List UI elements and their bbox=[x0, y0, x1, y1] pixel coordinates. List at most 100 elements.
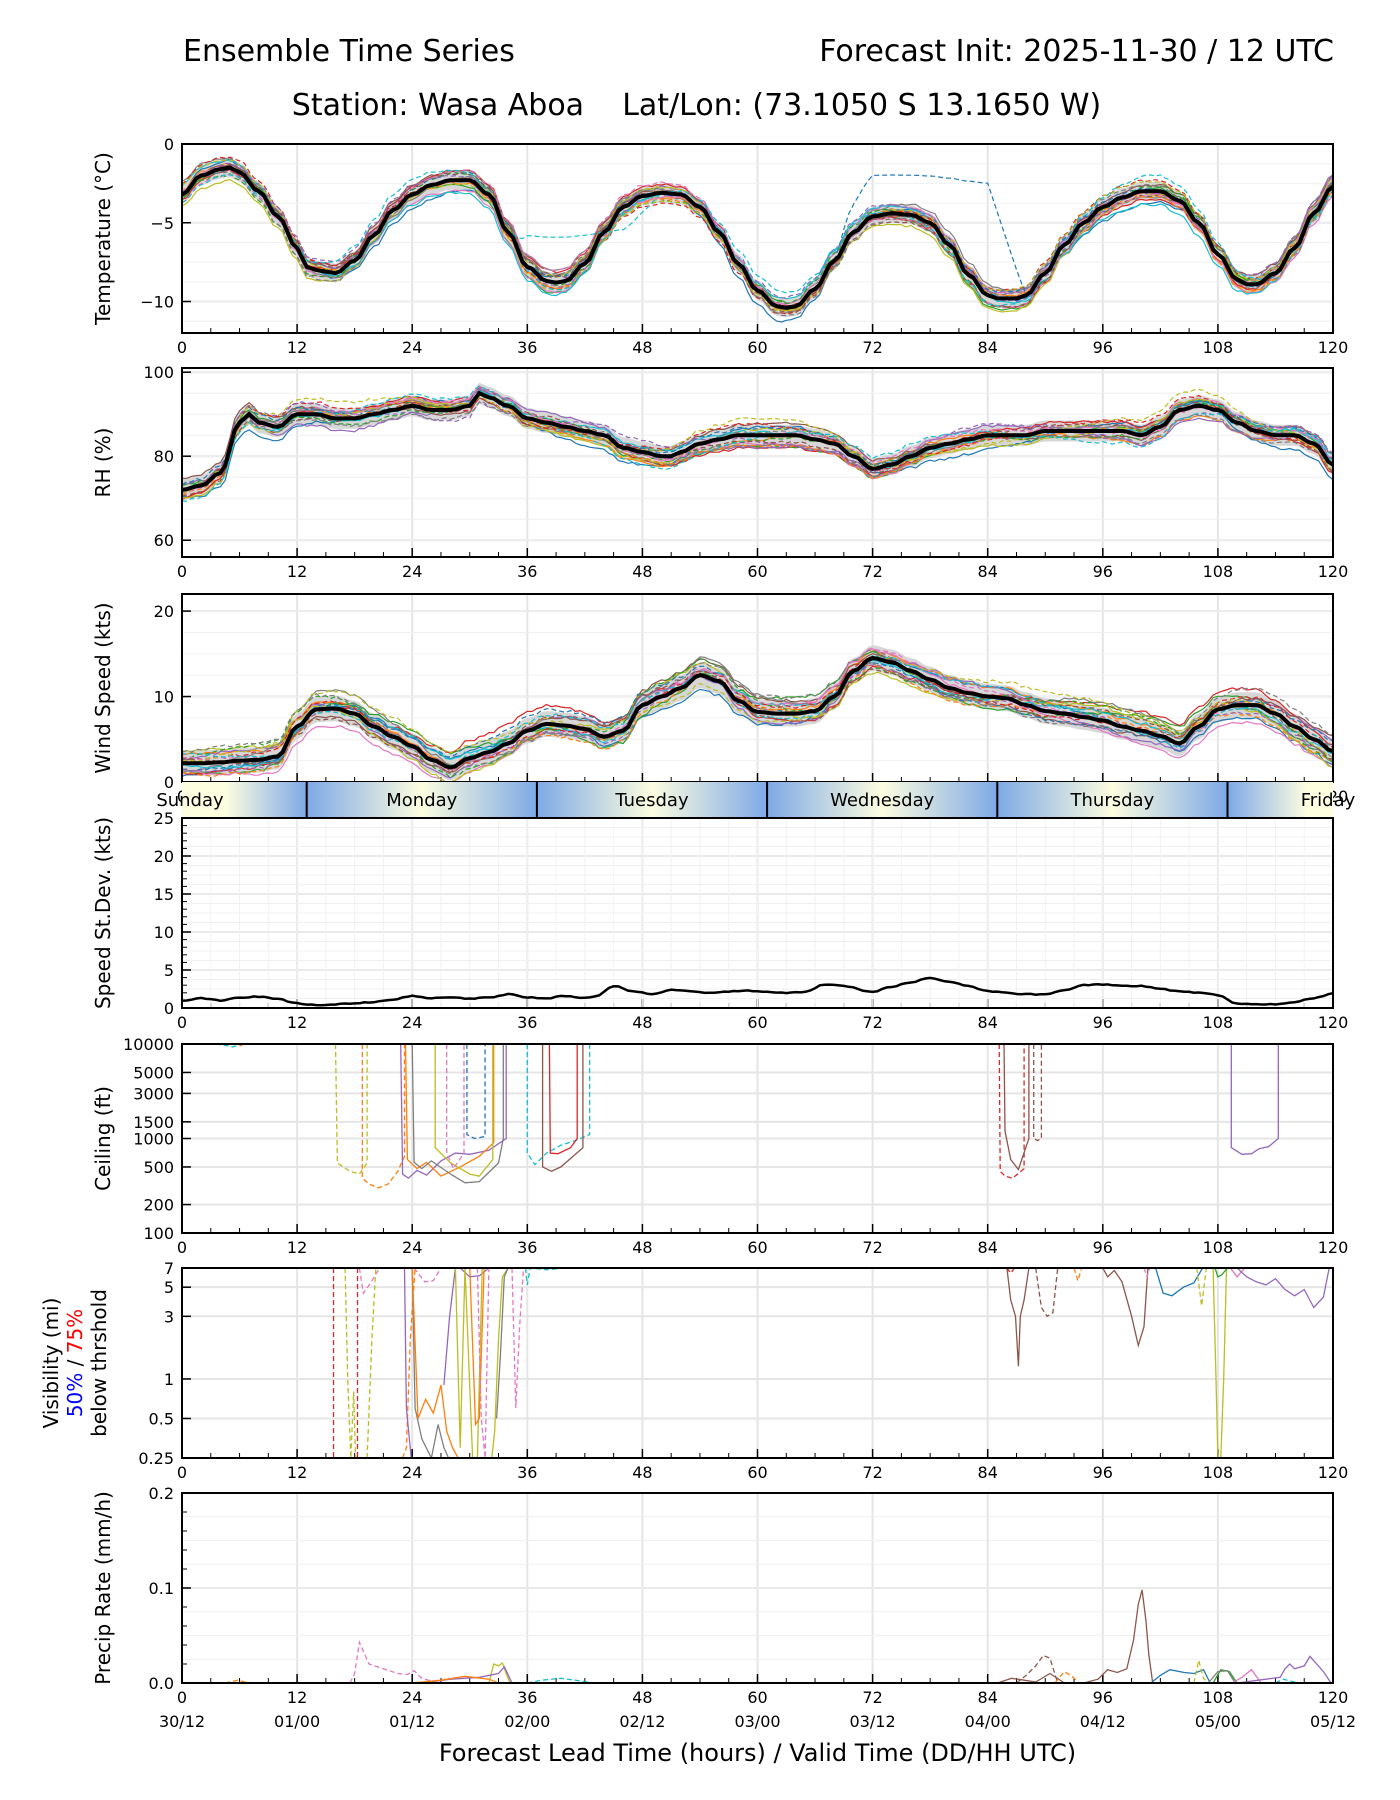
visibility-panel: 0 12 24 36 48 60 72 84 96 108 120 0.25 0.5 1 3 57 Visibi… bbox=[39, 1259, 1348, 1482]
day-label: Wednesday bbox=[830, 790, 935, 811]
ceiling-axes-frame bbox=[181, 1043, 1334, 1234]
member-event-line bbox=[1214, 1268, 1228, 1278]
x-tick-sublabel: 05/00 bbox=[1195, 1712, 1241, 1731]
x-tick-label: 96 bbox=[1093, 338, 1113, 357]
precip-rate-panel: 0 12 24 36 48 60 72 84 96 108 120 0.0 0.1 0.2 Precip R… bbox=[91, 1484, 1356, 1767]
member-event-line bbox=[548, 1044, 578, 1155]
precip-member-line bbox=[1016, 1654, 1059, 1684]
relative-humidity-axes-frame bbox=[181, 367, 1334, 558]
precip-rate-plot-area bbox=[225, 1589, 1332, 1684]
y-tick-label: 5 bbox=[164, 1278, 174, 1297]
x-tick-label: 12 bbox=[287, 1463, 307, 1482]
wind-speed-grid bbox=[181, 594, 1334, 783]
x-tick-label: 24 bbox=[402, 1013, 422, 1032]
y-tick-label: 20 bbox=[154, 847, 174, 866]
x-tick-label: 0 bbox=[177, 562, 187, 581]
x-tick-label: 96 bbox=[1093, 1688, 1113, 1707]
member-event-line bbox=[1196, 1268, 1208, 1306]
precip-member-line bbox=[1231, 1668, 1262, 1684]
member-event-line bbox=[1035, 1268, 1059, 1318]
ensemble-member-line bbox=[182, 169, 1333, 307]
x-tick-label: 72 bbox=[862, 1463, 882, 1482]
day-label: Thursday bbox=[1070, 790, 1155, 811]
threshold-75-label: 75% bbox=[63, 1309, 87, 1353]
member-event-line bbox=[1143, 1268, 1151, 1279]
threshold-50-label: 50% bbox=[63, 1373, 87, 1417]
speed-stddev-axes-frame bbox=[181, 817, 1334, 1009]
x-tick-label: 108 bbox=[1203, 338, 1234, 357]
member-event-line bbox=[1212, 1268, 1228, 1458]
day-segment bbox=[182, 782, 307, 818]
ensemble-member-line bbox=[182, 664, 1333, 777]
precip-member-line bbox=[488, 1661, 511, 1684]
day-label: Tuesday bbox=[614, 790, 689, 811]
x-tick-label: 84 bbox=[978, 1463, 998, 1482]
x-tick-sublabel: 30/12 bbox=[159, 1712, 205, 1731]
relative-humidity-panel: 0 12 24 36 48 60 72 84 96 108 120 60 80 100 RH (%) bbox=[91, 363, 1348, 581]
precip-member-line bbox=[1207, 1670, 1236, 1684]
ensemble-member-line bbox=[182, 168, 1333, 311]
member-event-line bbox=[361, 1044, 406, 1189]
precip-member-line bbox=[1150, 1668, 1211, 1684]
x-tick-sublabel: 01/00 bbox=[274, 1712, 320, 1731]
x-tick-label: 60 bbox=[747, 1463, 767, 1482]
y-tick-label: 25 bbox=[154, 809, 174, 828]
threshold-separator: / bbox=[63, 1353, 87, 1372]
y-axis-label: Speed St.Dev. (kts) bbox=[91, 817, 115, 1009]
member-event-line bbox=[1073, 1268, 1083, 1283]
x-tick-label: 24 bbox=[402, 1688, 422, 1707]
precip-member-line bbox=[1237, 1655, 1332, 1684]
day-segment bbox=[306, 782, 537, 818]
x-tick-label: 72 bbox=[862, 562, 882, 581]
x-tick-label: 84 bbox=[978, 1013, 998, 1032]
y-tick-label: 1500 bbox=[133, 1113, 174, 1132]
member-event-line bbox=[511, 1268, 525, 1409]
ensemble-member-line bbox=[182, 394, 1333, 491]
y-axis-label: RH (%) bbox=[91, 428, 115, 498]
ensemble-member-line bbox=[182, 655, 1333, 779]
x-tick-label: 72 bbox=[862, 1238, 882, 1257]
x-tick-label: 120 bbox=[1318, 1013, 1349, 1032]
day-label: Monday bbox=[386, 790, 457, 811]
y-tick-label: 100 bbox=[143, 363, 174, 382]
ceiling-grid bbox=[181, 1043, 1334, 1234]
ensemble-member-line bbox=[182, 401, 1333, 491]
y-axis-label: Temperature (°C) bbox=[91, 152, 115, 326]
y-tick-label: 10 bbox=[154, 923, 174, 942]
member-event-line bbox=[344, 1268, 357, 1458]
member-event-line bbox=[476, 1268, 490, 1458]
member-event-line bbox=[446, 1044, 465, 1170]
x-tick-label: 48 bbox=[632, 1013, 652, 1032]
member-event-line bbox=[1154, 1268, 1204, 1297]
day-label: Friday bbox=[1301, 790, 1356, 811]
x-tick-label: 108 bbox=[1203, 1463, 1234, 1482]
x-axis-label: Forecast Lead Time (hours) / Valid Time … bbox=[439, 1739, 1076, 1767]
day-segment bbox=[1227, 782, 1333, 818]
x-tick-label: 0 bbox=[177, 1238, 187, 1257]
temperature-panel: 0 12 24 36 48 60 72 84 96 108 120 0 −5 −10 Temperature… bbox=[91, 135, 1348, 357]
y-axis-label: Ceiling (ft) bbox=[91, 1086, 115, 1191]
visibility-plot-area bbox=[332, 1268, 1330, 1458]
ceiling-panel: 0 12 24 36 48 60 72 84 96 108 120 100 200 500 10001500… bbox=[91, 1035, 1348, 1257]
stddev-line bbox=[181, 976, 1334, 1007]
x-tick-label: 0 bbox=[177, 338, 187, 357]
x-tick-label: 120 bbox=[1318, 562, 1349, 581]
member-event-line bbox=[1236, 1268, 1330, 1309]
x-tick-label: 12 bbox=[287, 1688, 307, 1707]
x-tick-label: 60 bbox=[747, 1238, 767, 1257]
x-tick-label: 48 bbox=[632, 1238, 652, 1257]
x-tick-label: 108 bbox=[1203, 562, 1234, 581]
x-tick-label: 48 bbox=[632, 562, 652, 581]
precip-member-line bbox=[1054, 1670, 1080, 1684]
x-tick-label: 96 bbox=[1093, 1463, 1113, 1482]
precip-member-line bbox=[527, 1677, 595, 1684]
y-tick-label: 5 bbox=[164, 961, 174, 980]
x-tick-label: 12 bbox=[287, 1238, 307, 1257]
member-event-line bbox=[1006, 1268, 1030, 1367]
y-tick-label: 0.1 bbox=[149, 1579, 174, 1598]
ensemble-mean-line bbox=[182, 165, 1333, 310]
ensemble-member-line bbox=[182, 654, 1333, 768]
x-tick-label: 60 bbox=[747, 562, 767, 581]
relative-humidity-grid bbox=[181, 368, 1334, 557]
